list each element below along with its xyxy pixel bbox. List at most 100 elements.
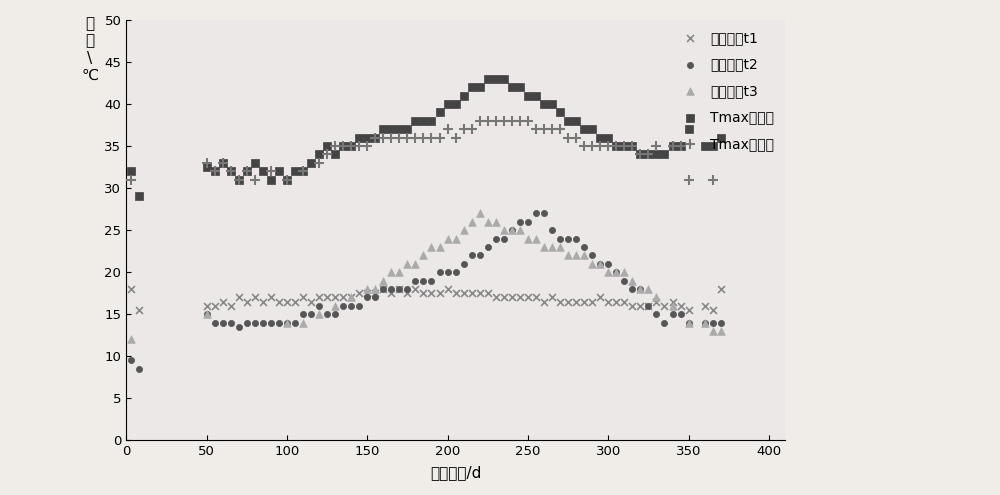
Point [367,134,383,142]
Point [367,294,383,301]
Point [544,243,560,251]
Point [528,92,544,99]
Point [199,310,215,318]
Point [472,289,488,297]
Point [648,150,664,158]
Point [319,310,335,318]
Point [375,125,391,133]
Point [399,260,415,268]
Point [520,235,536,243]
Point [247,159,263,167]
Point [440,100,456,108]
Point [464,83,480,91]
Point [207,302,223,310]
Point [472,83,488,91]
Point [319,142,335,150]
Point [199,302,215,310]
Text: 温
度
\
℃: 温 度 \ ℃ [81,16,99,83]
Point [423,117,439,125]
Point [423,243,439,251]
Point [544,125,560,133]
Point [335,294,351,301]
Point [199,163,215,171]
Point [673,302,689,310]
Point [367,285,383,293]
Point [327,150,343,158]
Point [656,302,672,310]
Point [568,297,584,305]
Point [584,125,600,133]
Point [131,306,147,314]
Point [560,297,576,305]
Point [713,319,729,327]
Point [552,297,568,305]
Point [123,356,139,364]
Point [464,218,480,226]
Point [464,125,480,133]
Point [488,235,504,243]
Point [512,117,528,125]
Point [407,134,423,142]
Point [488,75,504,83]
Point [656,150,672,158]
Point [705,306,721,314]
Point [432,243,448,251]
Point [608,268,624,276]
Point [665,297,681,305]
Point [560,251,576,259]
Point [223,167,239,175]
Point [295,294,311,301]
Point [705,142,721,150]
Point [512,294,528,301]
Point [383,125,399,133]
Point [311,294,327,301]
Point [279,176,295,184]
Point [399,134,415,142]
Point [415,277,431,285]
Point [568,117,584,125]
Point [327,302,343,310]
Point [616,142,632,150]
Point [295,310,311,318]
Point [576,297,592,305]
Point [123,176,139,184]
Point [456,125,472,133]
Point [247,294,263,301]
Point [123,285,139,293]
Point [592,142,608,150]
Point [391,268,407,276]
Point [480,243,496,251]
Point [456,289,472,297]
Point [681,176,697,184]
Point [295,167,311,175]
Point [391,285,407,293]
Point [600,297,616,305]
Point [464,251,480,259]
Point [584,142,600,150]
Point [239,167,255,175]
Point [600,142,616,150]
Point [271,319,287,327]
Point [673,142,689,150]
Point [131,365,147,373]
Point [327,142,343,150]
Point [407,260,423,268]
Point [560,117,576,125]
Point [287,319,303,327]
Point [632,285,648,293]
Point [440,235,456,243]
Point [335,142,351,150]
Point [616,297,632,305]
Point [263,176,279,184]
Point [279,176,295,184]
Point [223,302,239,310]
Point [456,226,472,234]
Point [448,134,464,142]
Point [544,100,560,108]
Point [504,117,520,125]
Point [423,277,439,285]
Point [432,134,448,142]
Point [231,176,247,184]
Point [375,134,391,142]
Point [464,289,480,297]
